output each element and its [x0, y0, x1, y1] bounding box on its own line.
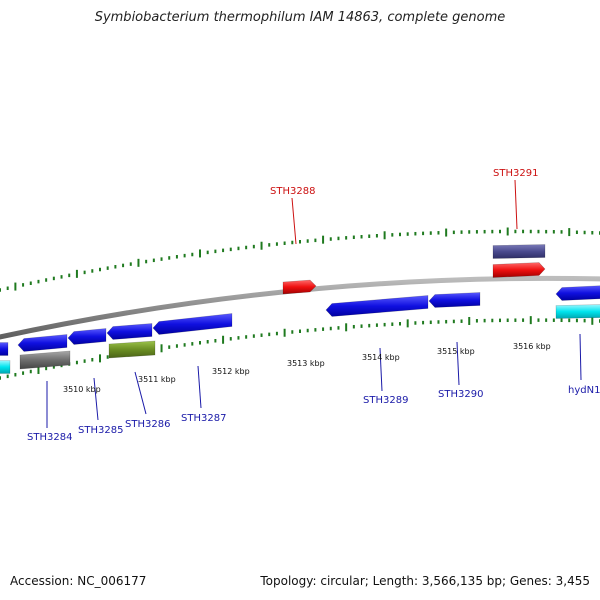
tick-track-top [0, 227, 600, 292]
gene-label[interactable]: STH3287 [181, 413, 226, 424]
gene-feature [152, 313, 233, 335]
leader-line [456, 341, 460, 386]
gene-feature [428, 292, 481, 308]
gene-feature [19, 350, 71, 370]
gene-label[interactable]: STH3286 [125, 419, 170, 430]
leader-line [379, 347, 383, 392]
gene-label[interactable]: STH3285 [78, 425, 123, 436]
scale-label: 3511 kbp [138, 375, 176, 384]
gene-feature [67, 328, 107, 345]
gene-feature [325, 295, 429, 317]
gene-feature [0, 342, 9, 356]
leader-line [134, 371, 147, 415]
scale-label: 3515 kbp [437, 347, 475, 356]
gene-label[interactable]: STH3288 [270, 186, 315, 197]
leader-line [514, 179, 518, 230]
label-leader-lines [46, 179, 582, 428]
scale-label: 3513 kbp [287, 359, 325, 368]
tick-track-bottom [0, 316, 600, 380]
map-title: Symbiobacterium thermophilum IAM 14863, … [94, 10, 506, 25]
gene-label[interactable]: hydN1 [568, 385, 600, 396]
gene-label[interactable]: STH3290 [438, 389, 483, 400]
gene-feature [492, 262, 546, 278]
scale-label: 3516 kbp [513, 342, 551, 351]
gene-feature [555, 285, 600, 301]
genome-summary-text: Topology: circular; Length: 3,566,135 bp… [260, 574, 590, 588]
gene-feature [492, 244, 546, 259]
scale-label: 3510 kbp [63, 385, 101, 394]
gene-feature [17, 334, 68, 352]
leader-line [579, 333, 582, 381]
gene-feature [0, 360, 11, 374]
gene-labels-top: STH3288 STH3291 [270, 168, 538, 197]
gene-label[interactable]: STH3291 [493, 168, 538, 179]
accession-text: Accession: NC_006177 [10, 574, 147, 588]
scale-labels: 3510 kbp 3511 kbp 3512 kbp 3513 kbp 3514… [63, 342, 551, 394]
leader-line [197, 365, 202, 409]
gene-feature [106, 323, 153, 340]
gene-label[interactable]: STH3284 [27, 432, 72, 443]
gene-labels-bottom: STH3284 STH3285 STH3286 STH3287 STH3289 … [27, 385, 600, 443]
gene-feature [108, 340, 156, 359]
leader-line [93, 377, 99, 421]
gene-feature [555, 304, 600, 319]
gene-label[interactable]: STH3289 [363, 395, 408, 406]
gene-features [0, 244, 600, 374]
scale-label: 3512 kbp [212, 367, 250, 376]
scale-label: 3514 kbp [362, 353, 400, 362]
leader-line [291, 197, 297, 245]
gene-feature [282, 279, 317, 295]
